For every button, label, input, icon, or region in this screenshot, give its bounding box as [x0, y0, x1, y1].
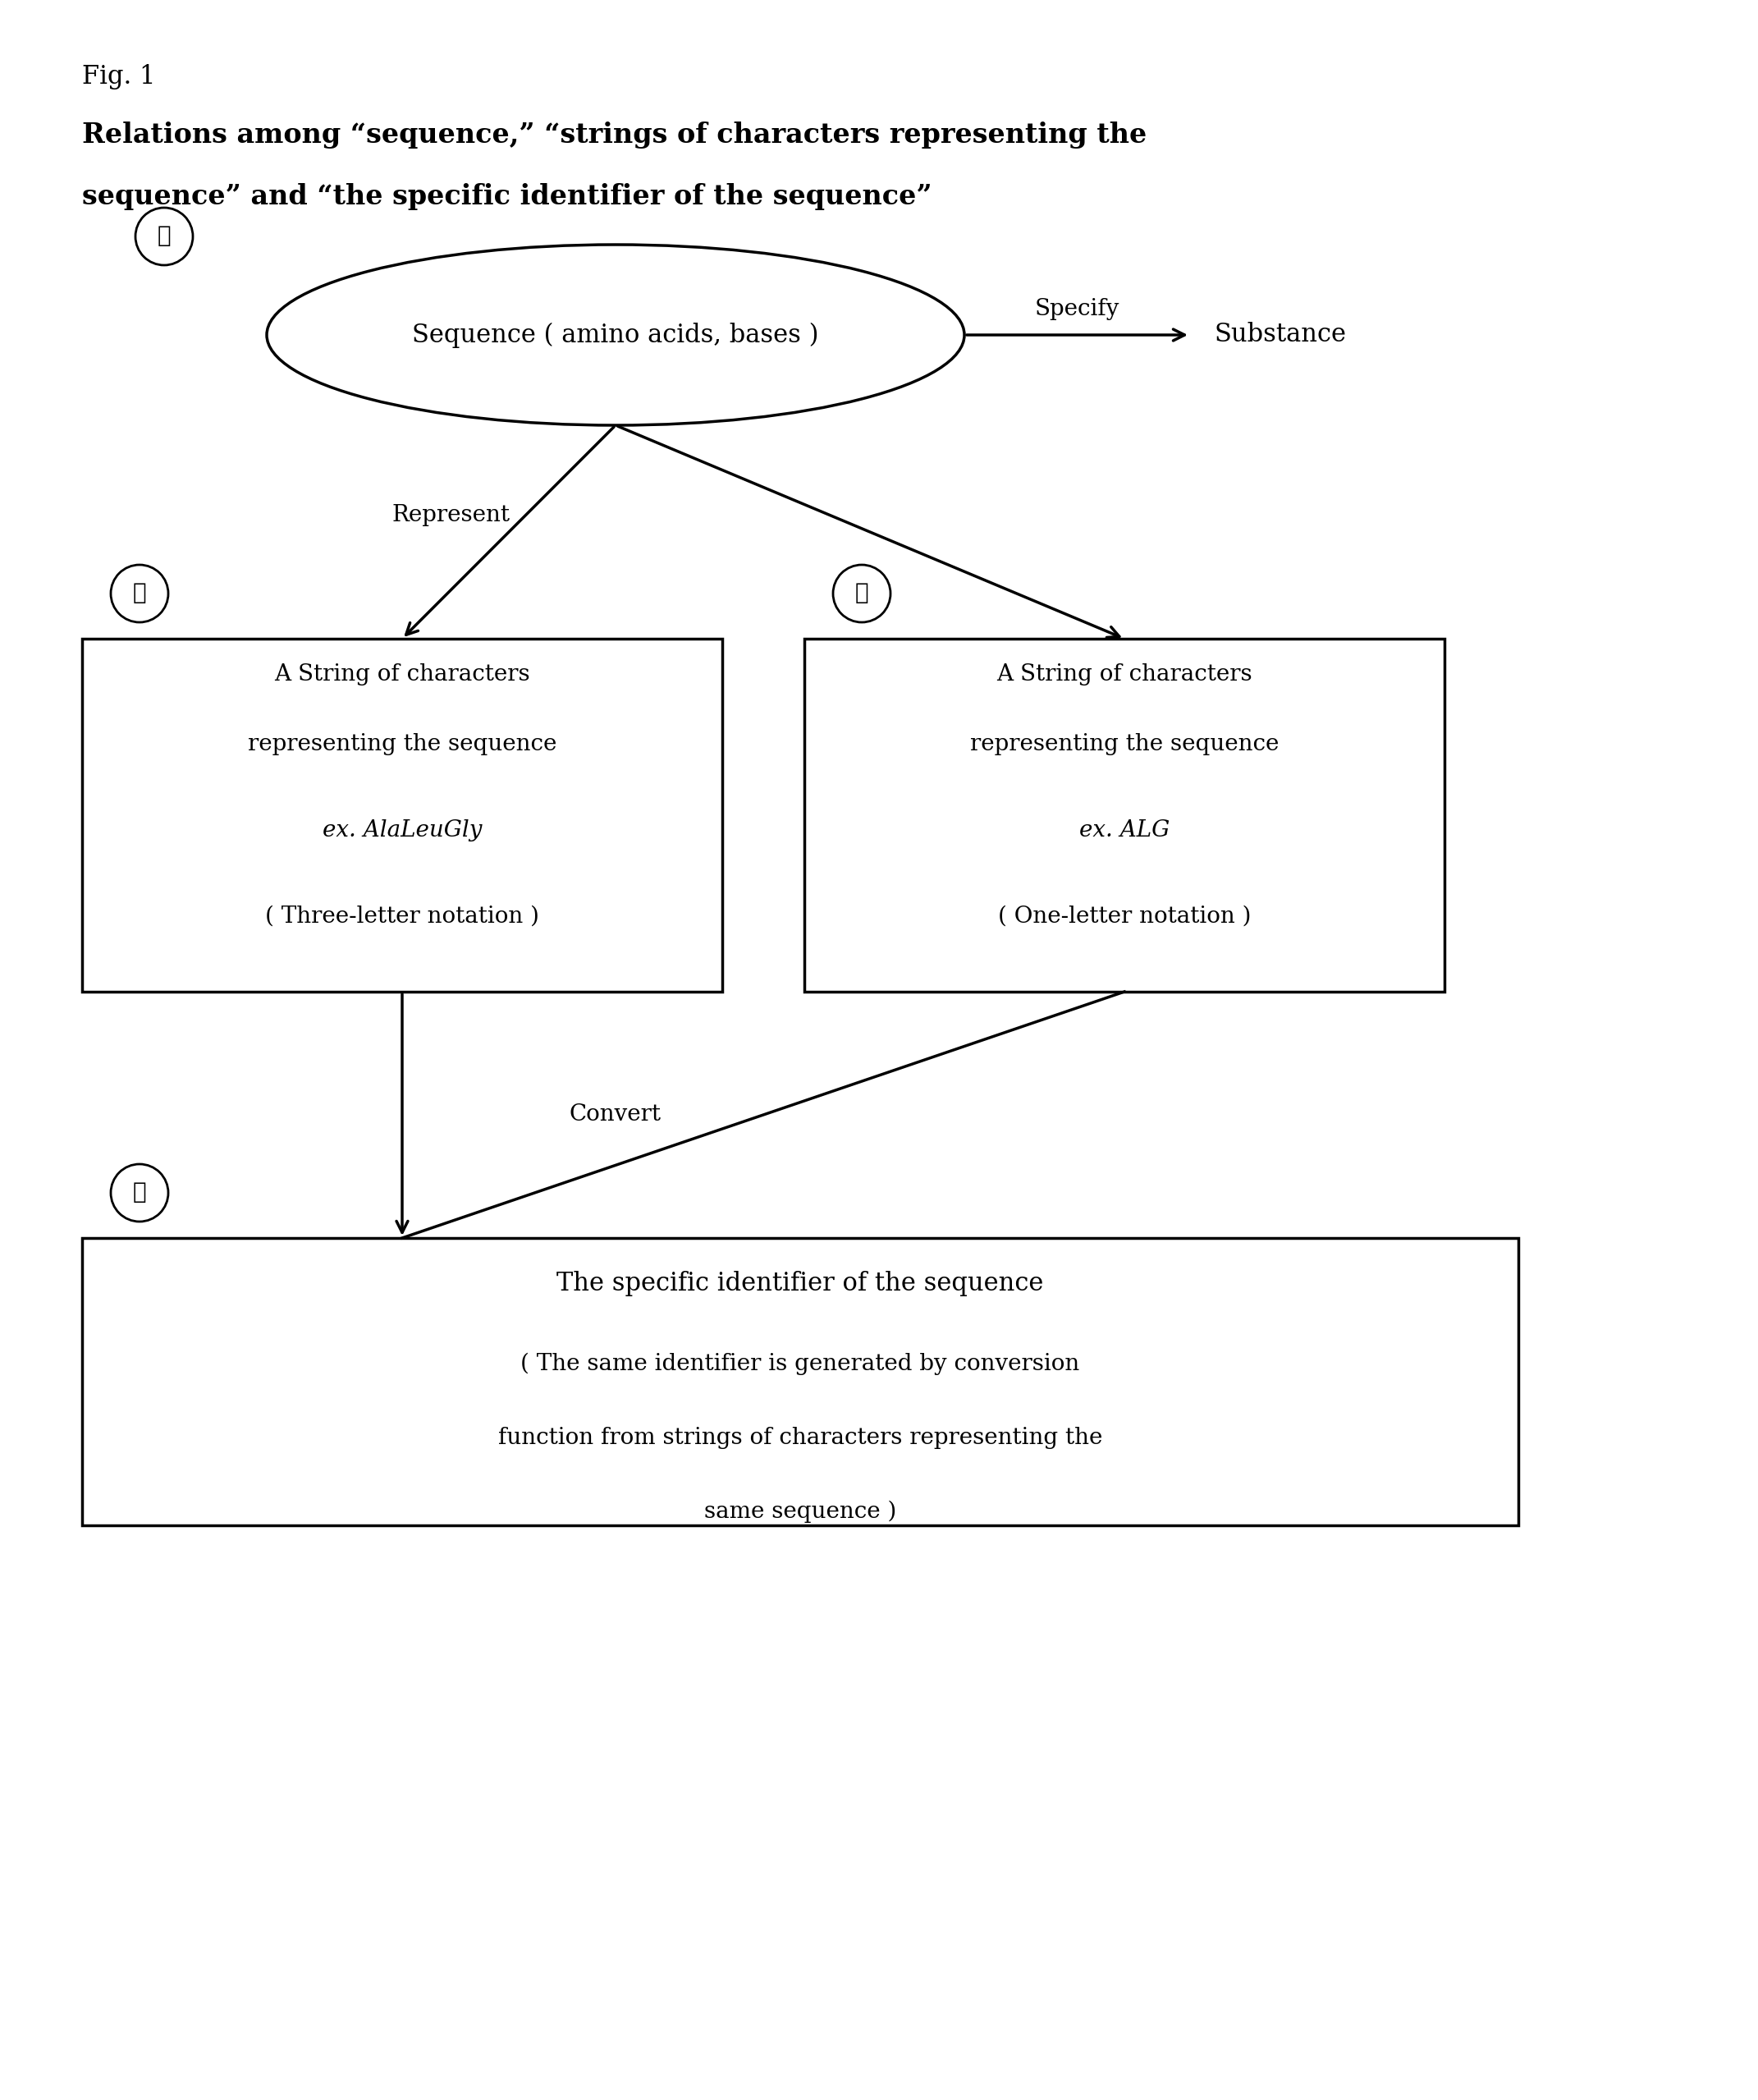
Text: ①: ①	[156, 225, 171, 248]
Text: The specific identifier of the sequence: The specific identifier of the sequence	[557, 1270, 1044, 1296]
Text: Relations among “sequence,” “strings of characters representing the: Relations among “sequence,” “strings of …	[83, 122, 1146, 149]
Text: Convert: Convert	[570, 1105, 661, 1126]
Text: Sequence ( amino acids, bases ): Sequence ( amino acids, bases )	[411, 321, 819, 349]
Text: function from strings of characters representing the: function from strings of characters repr…	[498, 1426, 1102, 1449]
Text: representing the sequence: representing the sequence	[970, 733, 1278, 756]
Text: ③: ③	[854, 582, 868, 605]
Text: sequence” and “the specific identifier of the sequence”: sequence” and “the specific identifier o…	[83, 183, 932, 210]
Text: ②: ②	[132, 582, 146, 605]
Text: Fig. 1: Fig. 1	[83, 63, 155, 90]
Text: ( The same identifier is generated by conversion: ( The same identifier is generated by co…	[520, 1352, 1079, 1376]
Text: Substance: Substance	[1215, 321, 1347, 349]
Text: Represent: Represent	[392, 504, 510, 527]
Text: same sequence ): same sequence )	[703, 1502, 897, 1522]
Text: ( One-letter notation ): ( One-letter notation )	[999, 905, 1252, 928]
Text: A String of characters: A String of characters	[997, 664, 1252, 685]
Text: ex. AlaLeuGly: ex. AlaLeuGly	[322, 819, 482, 842]
Text: ( Three-letter notation ): ( Three-letter notation )	[265, 905, 540, 928]
Text: Specify: Specify	[1035, 298, 1120, 319]
Text: ex. ALG: ex. ALG	[1079, 819, 1169, 842]
Text: A String of characters: A String of characters	[274, 664, 529, 685]
Text: representing the sequence: representing the sequence	[248, 733, 557, 756]
Text: ④: ④	[132, 1182, 146, 1203]
